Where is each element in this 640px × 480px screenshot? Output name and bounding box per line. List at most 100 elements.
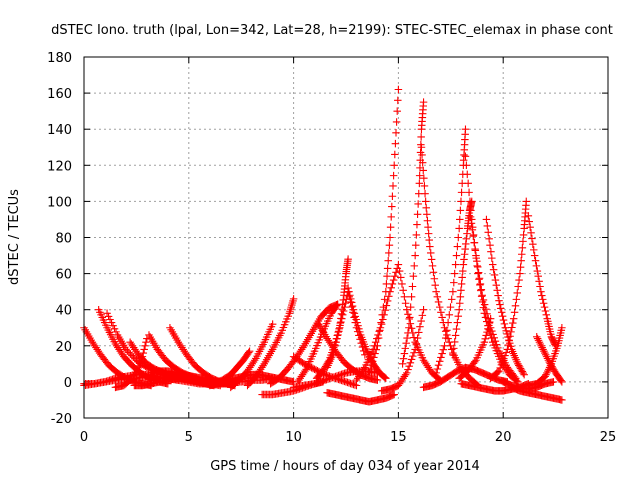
- data-point: [439, 345, 448, 354]
- data-point: [333, 334, 341, 343]
- data-point: [392, 118, 401, 126]
- data-point: [401, 344, 410, 353]
- data-point: [482, 331, 490, 340]
- data-point: [524, 212, 533, 220]
- data-point: [405, 324, 413, 332]
- data-point: [392, 129, 400, 137]
- data-point: [540, 303, 549, 311]
- data-point: [344, 255, 352, 263]
- data-point: [335, 327, 343, 336]
- data-point: [451, 260, 460, 269]
- data-point: [406, 303, 415, 311]
- data-point: [493, 286, 501, 295]
- data-point: [123, 347, 132, 355]
- data-point: [530, 251, 539, 260]
- data-point: [519, 231, 528, 239]
- data-point: [428, 262, 437, 270]
- data-point: [512, 295, 521, 304]
- data-point: [126, 350, 135, 358]
- data-point: [434, 298, 443, 306]
- data-point: [527, 229, 535, 237]
- data-point: [443, 326, 451, 335]
- data-point: [528, 234, 536, 243]
- data-point: [515, 276, 523, 284]
- data-point: [301, 360, 310, 369]
- data-point: [350, 309, 359, 318]
- data-point: [452, 251, 461, 260]
- data-point: [535, 277, 543, 286]
- data-point: [375, 327, 383, 336]
- data-point: [383, 297, 392, 305]
- data-point: [401, 299, 410, 308]
- data-point: [310, 365, 319, 374]
- data-point: [417, 133, 425, 141]
- data-point: [485, 321, 493, 330]
- data-point: [347, 295, 355, 303]
- data-point: [387, 284, 395, 292]
- data-point: [395, 267, 404, 275]
- data-point: [348, 302, 357, 310]
- series-15: [226, 320, 277, 392]
- data-point: [306, 363, 314, 371]
- data-point: [456, 293, 465, 301]
- data-point: [406, 359, 415, 367]
- data-point: [412, 231, 421, 239]
- data-point: [400, 293, 409, 301]
- data-point: [505, 336, 513, 345]
- y-tick-label: 60: [55, 268, 72, 283]
- data-point: [509, 319, 517, 327]
- data-point: [334, 331, 342, 339]
- data-point: [382, 301, 391, 310]
- series-7: [111, 334, 151, 392]
- data-point: [469, 232, 478, 240]
- data-point: [468, 197, 476, 206]
- data-point: [447, 295, 456, 304]
- data-point: [313, 341, 321, 350]
- data-point: [283, 315, 291, 323]
- data-point: [391, 272, 399, 280]
- data-point: [413, 210, 422, 219]
- data-point: [421, 197, 430, 206]
- data-point: [500, 354, 508, 363]
- data-point: [394, 96, 402, 105]
- data-point: [501, 351, 509, 360]
- data-point: [551, 340, 559, 349]
- data-point: [377, 318, 385, 327]
- data-point: [385, 241, 394, 249]
- data-point: [419, 98, 428, 106]
- data-point: [518, 250, 526, 259]
- data-point: [377, 320, 386, 328]
- data-point: [122, 345, 130, 354]
- data-point: [355, 325, 363, 333]
- y-tick-label: 80: [55, 232, 72, 247]
- data-point: [390, 390, 398, 399]
- data-point: [400, 349, 409, 358]
- data-point: [379, 303, 388, 311]
- data-point: [408, 282, 417, 291]
- data-point: [532, 262, 541, 270]
- data-point: [488, 260, 497, 269]
- data-point: [399, 286, 407, 295]
- data-point: [520, 370, 528, 379]
- data-point: [453, 242, 462, 251]
- data-point: [426, 242, 434, 251]
- data-point: [508, 323, 516, 332]
- data-point: [426, 249, 435, 257]
- data-point: [394, 260, 403, 269]
- data-point: [490, 334, 498, 342]
- data-point: [477, 285, 486, 294]
- x-axis-tick-labels: 0 5 10 15 20 25: [80, 430, 616, 445]
- data-point: [380, 295, 389, 304]
- data-point: [450, 338, 459, 346]
- data-point: [279, 323, 288, 332]
- data-points: [80, 85, 566, 406]
- data-point: [474, 268, 483, 277]
- data-point: [423, 216, 432, 225]
- data-point: [437, 308, 445, 317]
- data-point: [491, 337, 500, 345]
- y-tick-label: 40: [55, 304, 72, 319]
- data-point: [484, 325, 492, 333]
- data-point: [351, 312, 360, 321]
- data-point: [457, 188, 466, 197]
- data-point: [450, 278, 458, 287]
